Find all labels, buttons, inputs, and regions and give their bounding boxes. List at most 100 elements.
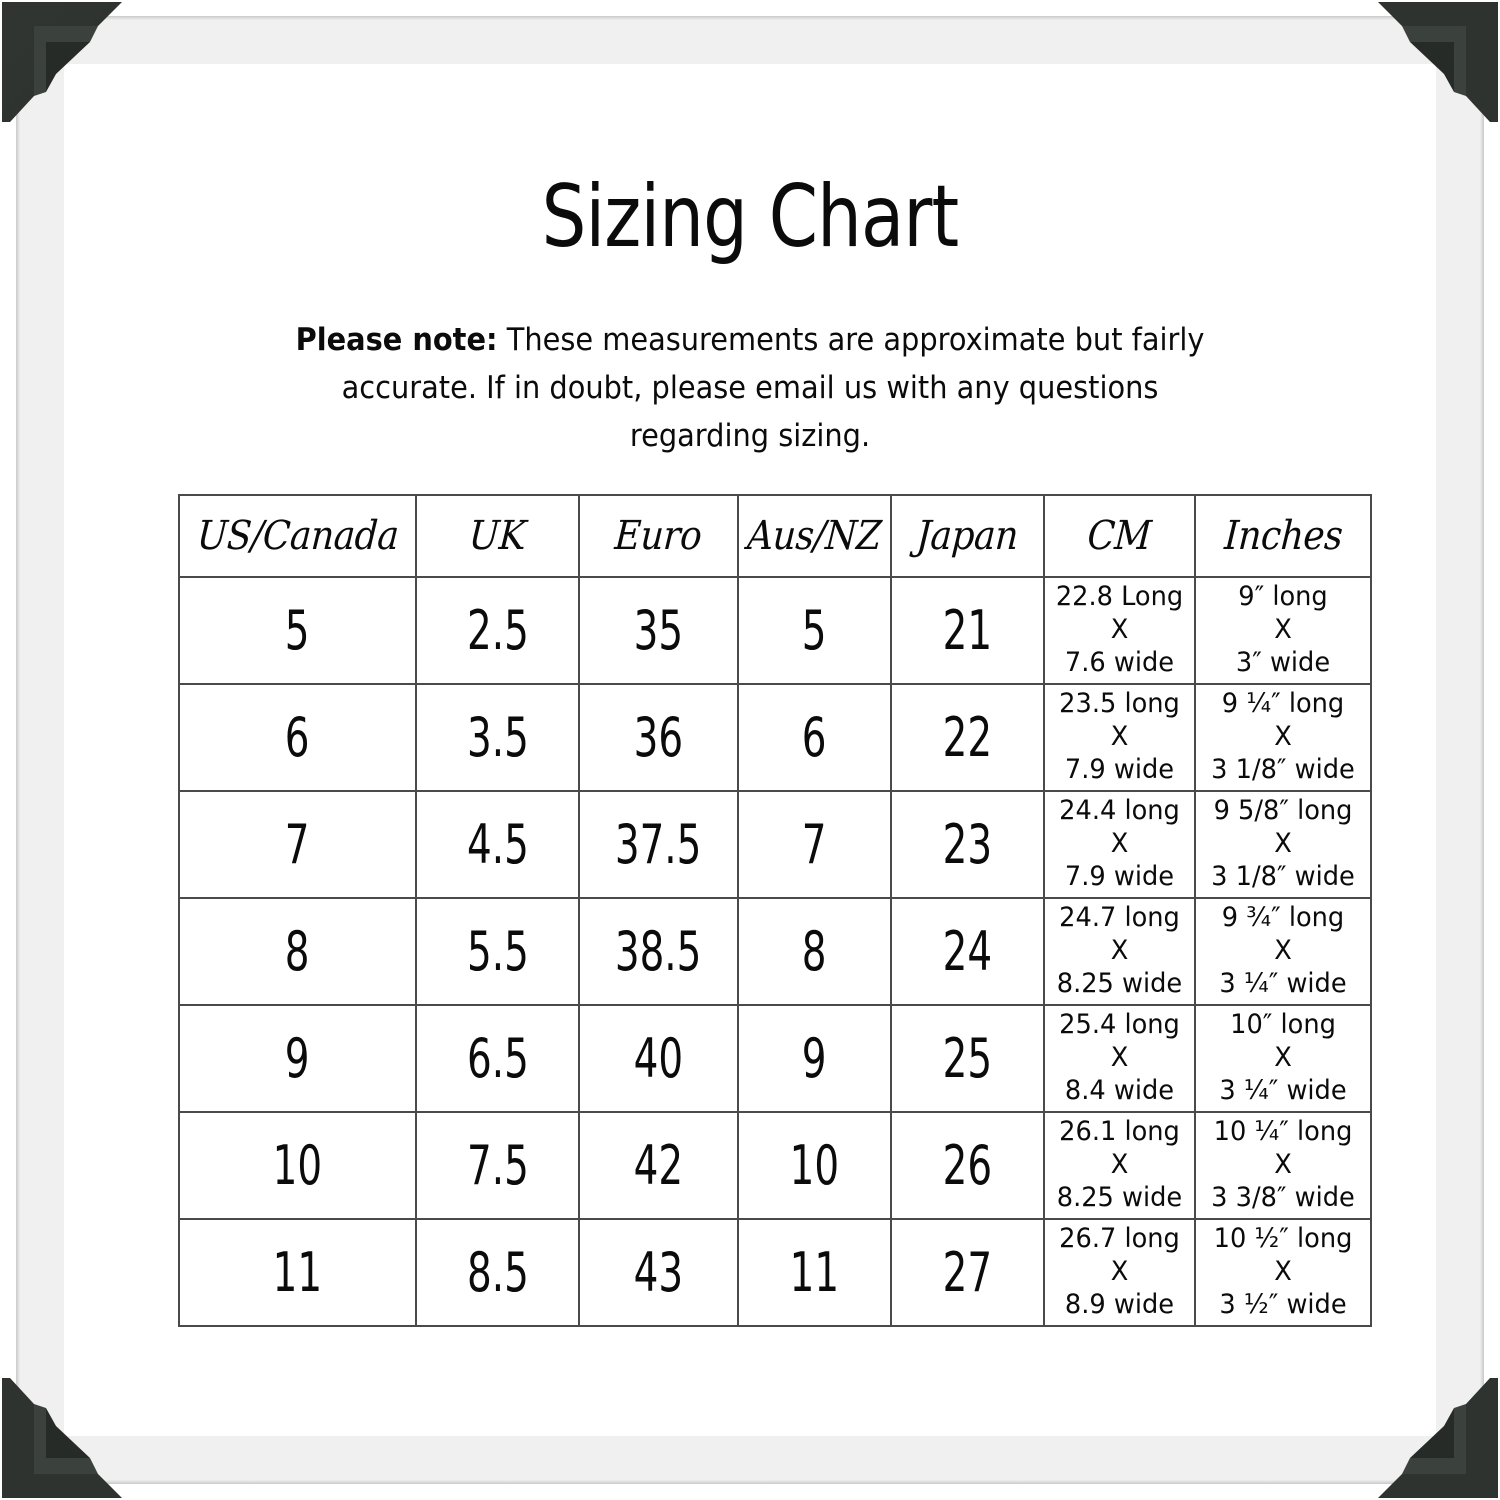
column-header-label: US/Canada bbox=[195, 513, 400, 559]
cell-uk: 5.5 bbox=[415, 897, 580, 1006]
cm-long: 25.4 long bbox=[1059, 1009, 1180, 1041]
content-area: Sizing Chart Please note: These measurem… bbox=[64, 64, 1436, 1436]
cell-value: 36 bbox=[633, 705, 684, 769]
inches-wide: 3″ wide bbox=[1235, 646, 1331, 678]
cell-japan: 23 bbox=[890, 790, 1045, 899]
column-header-cm: CM bbox=[1043, 494, 1196, 578]
cm-x: X bbox=[1110, 935, 1129, 967]
inches-long: 10 ½″ long bbox=[1213, 1223, 1353, 1255]
cell-value: 38.5 bbox=[615, 919, 702, 983]
please-note-body: These measurements are approximate but f… bbox=[341, 322, 1205, 455]
cell-us-canada: 10 bbox=[178, 1111, 417, 1220]
cell-cm: 24.7 long X 8.25 wide bbox=[1043, 897, 1196, 1006]
cell-value: 37.5 bbox=[615, 812, 702, 876]
cm-long: 23.5 long bbox=[1059, 688, 1180, 720]
cell-value: 25 bbox=[942, 1026, 993, 1090]
cell-us-canada: 11 bbox=[178, 1218, 417, 1327]
cm-wide: 8.9 wide bbox=[1064, 1288, 1175, 1320]
cell-japan: 27 bbox=[890, 1218, 1045, 1327]
cell-cm: 23.5 long X 7.9 wide bbox=[1043, 683, 1196, 792]
table-row: 5 2.5 35 5 21 22.8 Long X 7.6 wide 9″ lo… bbox=[178, 576, 1372, 685]
cm-x: X bbox=[1110, 614, 1129, 646]
cell-cm: 25.4 long X 8.4 wide bbox=[1043, 1004, 1196, 1113]
cell-aus-nz: 10 bbox=[737, 1111, 892, 1220]
inches-wide: 3 1/8″ wide bbox=[1211, 860, 1355, 892]
cell-uk: 6.5 bbox=[415, 1004, 580, 1113]
cm-x: X bbox=[1110, 1042, 1129, 1074]
please-note-text: Please note: These measurements are appr… bbox=[268, 316, 1231, 460]
cm-long: 22.8 Long bbox=[1055, 581, 1184, 613]
cell-inches: 10 ½″ long X 3 ½″ wide bbox=[1194, 1218, 1372, 1327]
corner-ornament-icon-top-left bbox=[0, 0, 180, 180]
inches-x: X bbox=[1274, 1149, 1292, 1181]
cell-cm: 26.1 long X 8.25 wide bbox=[1043, 1111, 1196, 1220]
cm-long: 24.4 long bbox=[1059, 795, 1180, 827]
table-row: 8 5.5 38.5 8 24 24.7 long X 8.25 wide 9 … bbox=[178, 897, 1372, 1006]
cell-value: 7 bbox=[802, 812, 827, 876]
inches-long: 10″ long bbox=[1230, 1009, 1336, 1041]
column-header-euro: Euro bbox=[578, 494, 739, 578]
cm-x: X bbox=[1110, 828, 1129, 860]
cell-japan: 25 bbox=[890, 1004, 1045, 1113]
cell-cm: 26.7 long X 8.9 wide bbox=[1043, 1218, 1196, 1327]
cell-japan: 24 bbox=[890, 897, 1045, 1006]
table-row: 7 4.5 37.5 7 23 24.4 long X 7.9 wide 9 5… bbox=[178, 790, 1372, 899]
cell-japan: 21 bbox=[890, 576, 1045, 685]
table-header-row: US/Canada UK Euro Aus/NZ Japan CM Inches bbox=[178, 494, 1372, 578]
cell-value: 9 bbox=[285, 1026, 310, 1090]
frame-edge-bottom bbox=[16, 1480, 1484, 1484]
cell-value: 10 bbox=[789, 1133, 840, 1197]
cell-value: 4.5 bbox=[466, 812, 529, 876]
table-row: 6 3.5 36 6 22 23.5 long X 7.9 wide 9 ¼″ … bbox=[178, 683, 1372, 792]
cell-euro: 35 bbox=[578, 576, 739, 685]
column-header-uk: UK bbox=[415, 494, 580, 578]
cell-value: 22 bbox=[942, 705, 993, 769]
cell-us-canada: 6 bbox=[178, 683, 417, 792]
cell-uk: 7.5 bbox=[415, 1111, 580, 1220]
corner-ornament-icon-top-right bbox=[1320, 0, 1500, 180]
cell-value: 40 bbox=[633, 1026, 684, 1090]
cell-inches: 9 ¾″ long X 3 ¼″ wide bbox=[1194, 897, 1372, 1006]
cell-value: 10 bbox=[272, 1133, 323, 1197]
cell-aus-nz: 9 bbox=[737, 1004, 892, 1113]
table-row: 10 7.5 42 10 26 26.1 long X 8.25 wide 10… bbox=[178, 1111, 1372, 1220]
cell-us-canada: 5 bbox=[178, 576, 417, 685]
inches-long: 9 ¾″ long bbox=[1221, 902, 1345, 934]
cell-japan: 22 bbox=[890, 683, 1045, 792]
cell-value: 3.5 bbox=[466, 705, 529, 769]
cell-value: 24 bbox=[942, 919, 993, 983]
column-header-label: Japan bbox=[915, 513, 1020, 559]
cell-uk: 3.5 bbox=[415, 683, 580, 792]
cm-wide: 7.6 wide bbox=[1064, 646, 1175, 678]
inches-long: 9″ long bbox=[1238, 581, 1328, 613]
cell-inches: 10 ¼″ long X 3 3/8″ wide bbox=[1194, 1111, 1372, 1220]
column-header-us-canada: US/Canada bbox=[178, 494, 417, 578]
cell-uk: 8.5 bbox=[415, 1218, 580, 1327]
cell-value: 6 bbox=[802, 705, 827, 769]
column-header-label: Inches bbox=[1222, 513, 1344, 559]
inches-long: 9 5/8″ long bbox=[1213, 795, 1353, 827]
frame-edge-top bbox=[16, 16, 1484, 20]
inches-wide: 3 ¼″ wide bbox=[1219, 967, 1347, 999]
cell-value: 26 bbox=[942, 1133, 993, 1197]
inches-long: 10 ¼″ long bbox=[1213, 1116, 1353, 1148]
corner-ornament-icon-bottom-right bbox=[1320, 1320, 1500, 1500]
cell-value: 6.5 bbox=[466, 1026, 529, 1090]
cell-uk: 4.5 bbox=[415, 790, 580, 899]
inches-x: X bbox=[1274, 721, 1292, 753]
cm-wide: 7.9 wide bbox=[1064, 860, 1175, 892]
cell-japan: 26 bbox=[890, 1111, 1045, 1220]
cell-value: 8 bbox=[802, 919, 827, 983]
inches-wide: 3 1/8″ wide bbox=[1211, 753, 1355, 785]
page-title: Sizing Chart bbox=[541, 167, 960, 267]
cell-euro: 36 bbox=[578, 683, 739, 792]
cell-value: 2.5 bbox=[466, 598, 529, 662]
inches-x: X bbox=[1274, 935, 1292, 967]
cell-value: 11 bbox=[789, 1240, 840, 1304]
cell-aus-nz: 8 bbox=[737, 897, 892, 1006]
cell-inches: 9″ long X 3″ wide bbox=[1194, 576, 1372, 685]
inches-x: X bbox=[1274, 1042, 1292, 1074]
cell-value: 7 bbox=[285, 812, 310, 876]
cm-long: 26.1 long bbox=[1059, 1116, 1180, 1148]
inches-x: X bbox=[1274, 828, 1292, 860]
